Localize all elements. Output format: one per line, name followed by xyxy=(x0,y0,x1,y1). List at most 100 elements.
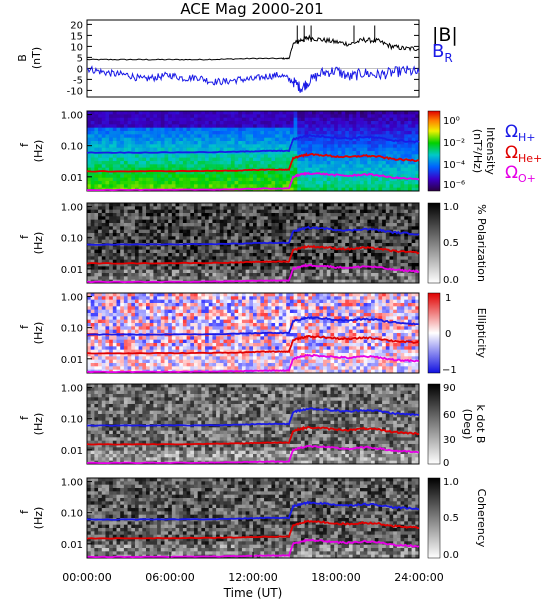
spectrogram-cell xyxy=(393,134,398,138)
spectrogram-cell xyxy=(393,233,398,237)
spectrogram-cell xyxy=(171,141,176,145)
spectrogram-cell xyxy=(389,181,394,185)
spectrogram-cell xyxy=(227,167,232,172)
spectrogram-cell xyxy=(260,127,265,132)
spectrogram-cell xyxy=(352,124,357,128)
spectrogram-cell xyxy=(101,256,106,260)
spectrogram-cell xyxy=(315,243,320,247)
spectrogram-cell xyxy=(127,144,132,148)
spectrogram-cell xyxy=(164,266,169,270)
spectrogram-cell xyxy=(98,134,103,138)
spectrogram-cell xyxy=(109,117,114,122)
spectrogram-cell xyxy=(212,131,217,135)
spectrogram-cell xyxy=(382,184,387,188)
spectrogram-cell xyxy=(219,236,224,240)
spectrogram-cell xyxy=(393,127,398,132)
spectrogram-cell xyxy=(415,151,420,155)
spectrogram-cell xyxy=(142,124,147,128)
spectrogram-cell xyxy=(182,263,187,267)
spectrogram-cell xyxy=(404,144,409,148)
spectrogram-cell xyxy=(304,144,309,148)
spectrogram-cell xyxy=(101,174,106,178)
spectrogram-cell xyxy=(105,309,110,314)
spectrogram-cell xyxy=(205,167,210,172)
spectrogram-cell xyxy=(182,299,187,304)
spectrogram-cell xyxy=(201,269,206,274)
spectrogram-cell xyxy=(356,164,361,168)
spectrogram-cell xyxy=(267,299,272,304)
spectrogram-cell xyxy=(182,266,187,270)
spectrogram-cell xyxy=(149,266,154,270)
spectrogram-cell xyxy=(157,206,162,210)
spectrogram-cell xyxy=(371,203,376,207)
spectrogram-cell xyxy=(127,181,132,185)
spectrogram-cell xyxy=(393,167,398,172)
spectrogram-cell xyxy=(271,117,276,122)
spectrogram-cell xyxy=(323,216,328,220)
spectrogram-cell xyxy=(171,223,176,227)
spectrogram-cell xyxy=(171,203,176,207)
spectrogram-cell xyxy=(109,154,114,158)
spectrogram-cell xyxy=(223,299,228,304)
spectrogram-cell xyxy=(90,216,95,220)
spectrogram-cell xyxy=(197,226,202,230)
spectrogram-cell xyxy=(175,256,180,260)
spectrogram-cell xyxy=(208,147,213,152)
spectrogram-cell xyxy=(286,181,291,185)
spectrogram-cell xyxy=(293,306,298,310)
spectrogram-cell xyxy=(241,293,246,297)
spectrogram-cell xyxy=(116,209,121,214)
spectrogram-cell xyxy=(182,236,187,240)
spectrogram-cell xyxy=(171,303,176,307)
spectrogram-cell xyxy=(171,313,176,317)
spectrogram-cell xyxy=(337,157,342,162)
spectrogram-cell xyxy=(312,144,317,148)
spectrogram-cell xyxy=(123,273,128,277)
spectrogram-cell xyxy=(238,239,243,244)
spectrogram-cell xyxy=(179,306,184,310)
spectrogram-cell xyxy=(260,124,265,128)
spectrogram-cell xyxy=(407,121,412,125)
spectrogram-cell xyxy=(219,229,224,234)
spectrogram-cell xyxy=(142,313,147,317)
spectrogram-cell xyxy=(186,131,191,135)
spectrogram-cell xyxy=(341,236,346,240)
spectrogram-cell xyxy=(142,306,147,310)
spectrogram-cell xyxy=(253,276,257,280)
spectrogram-cell xyxy=(123,226,128,230)
spectrogram-cell xyxy=(407,213,412,217)
spectrogram-cell xyxy=(264,293,269,297)
spectrogram-cell xyxy=(160,233,165,237)
spectrogram-cell xyxy=(267,124,272,128)
spectrogram-cell xyxy=(134,161,139,165)
spectrogram-cell xyxy=(142,111,147,115)
spectrogram-cell xyxy=(219,213,224,217)
spectrogram-cell xyxy=(98,117,103,122)
spectrogram-cell xyxy=(286,233,291,237)
spectrogram-cell xyxy=(175,127,180,132)
spectrogram-cell xyxy=(374,303,379,307)
spectrogram-cell xyxy=(234,144,239,148)
spectrogram-cell xyxy=(260,121,265,125)
spectrogram-cell xyxy=(216,171,221,175)
spectrogram-cell xyxy=(138,111,143,115)
spectrogram-cell xyxy=(334,263,339,267)
spectrogram-cell xyxy=(138,177,143,182)
spectrogram-cell xyxy=(219,171,224,175)
spectrogram-cell xyxy=(208,167,213,172)
spectrogram-cell xyxy=(359,157,364,162)
spectrogram-cell xyxy=(131,309,136,314)
spectrogram-cell xyxy=(264,216,269,220)
spectrogram-cell xyxy=(396,124,401,128)
spectrogram-cell xyxy=(367,161,372,165)
spectrogram-cell xyxy=(127,121,132,125)
spectrogram-cell xyxy=(238,243,243,247)
spectrogram-cell xyxy=(404,213,409,217)
spectrogram-cell xyxy=(356,161,361,165)
spectrogram-cell xyxy=(337,239,342,244)
spectrogram-cell xyxy=(109,216,114,220)
spectrogram-cell xyxy=(334,147,339,152)
spectrogram-cell xyxy=(400,154,405,158)
spectrogram-cell xyxy=(260,253,265,257)
spectrogram-cell xyxy=(345,279,350,284)
